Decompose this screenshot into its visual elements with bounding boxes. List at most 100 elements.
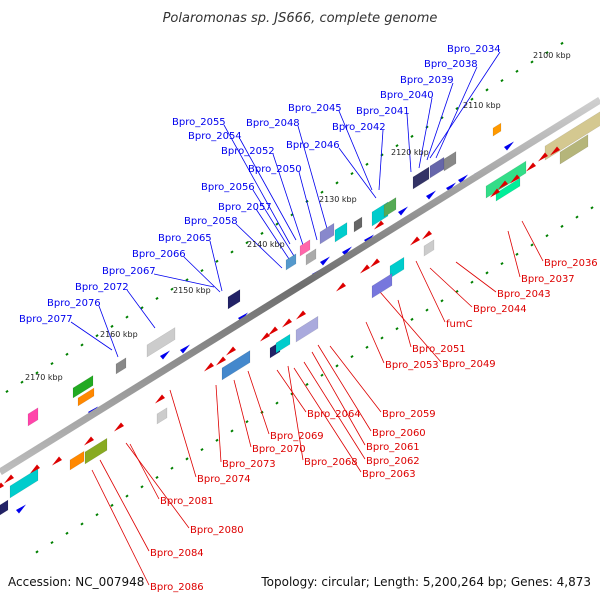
tick-mark (155, 296, 159, 301)
tick-mark (170, 287, 174, 291)
gene-label-bpro_2039: Bpro_2039 (400, 75, 454, 86)
minus-arrow (84, 436, 94, 446)
gene-label-bpro_2064: Bpro_2064 (307, 409, 361, 420)
minus-arrow (268, 326, 278, 336)
minus-arrow (510, 174, 520, 184)
kbp-label: 2110 kbp (463, 101, 501, 110)
leader-line (223, 124, 291, 245)
minus-arrow (374, 220, 384, 230)
leader-line (298, 171, 318, 241)
gene-label-bpro_2060: Bpro_2060 (372, 428, 426, 439)
plus-arrow (16, 504, 26, 514)
tick-mark (215, 438, 219, 442)
tick-mark (485, 88, 489, 92)
gene-label-bpro_2069: Bpro_2069 (270, 431, 324, 442)
gene-label-bpro_2066: Bpro_2066 (132, 249, 186, 260)
feature-block (221, 350, 251, 381)
gene-label-bpro_2063: Bpro_2063 (362, 469, 416, 480)
tick-mark (350, 354, 354, 359)
tick-mark (380, 336, 384, 340)
leader-line (287, 365, 304, 461)
leader-line (429, 267, 473, 308)
tick-mark (275, 401, 279, 405)
leader-line (521, 220, 544, 262)
gene-label-bpro_2055: Bpro_2055 (172, 117, 226, 128)
plus-arrow (320, 256, 330, 266)
tick-mark (320, 190, 324, 194)
leader-line (397, 299, 412, 348)
feature-block (492, 122, 502, 137)
feature-block (9, 468, 39, 499)
feature-block (27, 407, 39, 427)
tick-mark (545, 51, 549, 55)
leader-line (233, 379, 252, 448)
tick-mark (560, 224, 564, 228)
gene-label-bpro_2065: Bpro_2065 (158, 233, 212, 244)
minus-arrow (216, 356, 226, 366)
feature-block (0, 499, 9, 516)
leader-line (365, 321, 385, 364)
tick-mark (50, 361, 54, 366)
gene-label-bpro_2046: Bpro_2046 (286, 140, 340, 151)
gene-label-bpro_2057: Bpro_2057 (218, 202, 272, 213)
tick-mark (335, 181, 339, 185)
gene-label-bpro_2073: Bpro_2073 (222, 459, 276, 470)
leader-line (91, 469, 150, 586)
leader-line (129, 443, 160, 500)
leader-line (70, 321, 113, 351)
leader-line (378, 129, 384, 191)
feature-block (285, 253, 297, 271)
tick-mark (140, 485, 144, 489)
tick-mark (170, 466, 174, 470)
plus-arrow (504, 141, 514, 151)
gene-label-bpro_2077: Bpro_2077 (19, 314, 73, 325)
minus-arrow (52, 456, 62, 466)
tick-mark (125, 315, 129, 319)
gene-label-bpro_2059: Bpro_2059 (382, 409, 436, 420)
gene-label-bpro_2086: Bpro_2086 (150, 582, 204, 593)
leader-line (429, 51, 501, 159)
leader-line (507, 230, 521, 278)
plus-arrow (180, 344, 190, 354)
tick-mark (245, 420, 249, 424)
gene-label-bpro_2037: Bpro_2037 (521, 274, 575, 285)
leader-line (338, 147, 377, 199)
leader-line (99, 459, 150, 552)
minus-arrow (30, 464, 40, 474)
feature-block (77, 387, 95, 407)
minus-arrow (410, 236, 420, 246)
tick-mark (470, 97, 474, 101)
gene-label-bpro_2048: Bpro_2048 (246, 118, 300, 129)
tick-mark (440, 299, 444, 303)
tick-mark (335, 364, 339, 368)
tick-mark (425, 308, 429, 312)
gene-label-bpro_2043: Bpro_2043 (497, 289, 551, 300)
minus-arrow (550, 146, 560, 156)
tick-mark (185, 457, 189, 461)
leader-line (329, 345, 382, 413)
leader-line (272, 153, 305, 249)
tick-mark (260, 231, 264, 235)
leader-line (426, 82, 454, 161)
feature-block (353, 216, 363, 233)
kbp-label: 2120 kbp (391, 148, 429, 157)
plus-arrow (458, 174, 468, 184)
leader-line (239, 138, 297, 241)
feature-block (371, 273, 393, 299)
tick-mark (230, 250, 234, 254)
gene-label-bpro_2034: Bpro_2034 (447, 44, 501, 55)
minus-arrow (490, 188, 500, 198)
plus-arrow (160, 350, 170, 360)
feature-block (115, 357, 127, 375)
leader-line (247, 370, 270, 435)
feature-block (84, 437, 108, 465)
feature-block (227, 289, 241, 310)
tick-mark (65, 531, 69, 535)
tick-mark (95, 334, 99, 338)
leader-line (98, 305, 119, 358)
feature-block (429, 156, 445, 179)
tick-mark (200, 268, 204, 273)
leader-line (126, 289, 156, 329)
kbp-label: 2140 kbp (247, 240, 285, 249)
tick-mark (155, 475, 159, 480)
